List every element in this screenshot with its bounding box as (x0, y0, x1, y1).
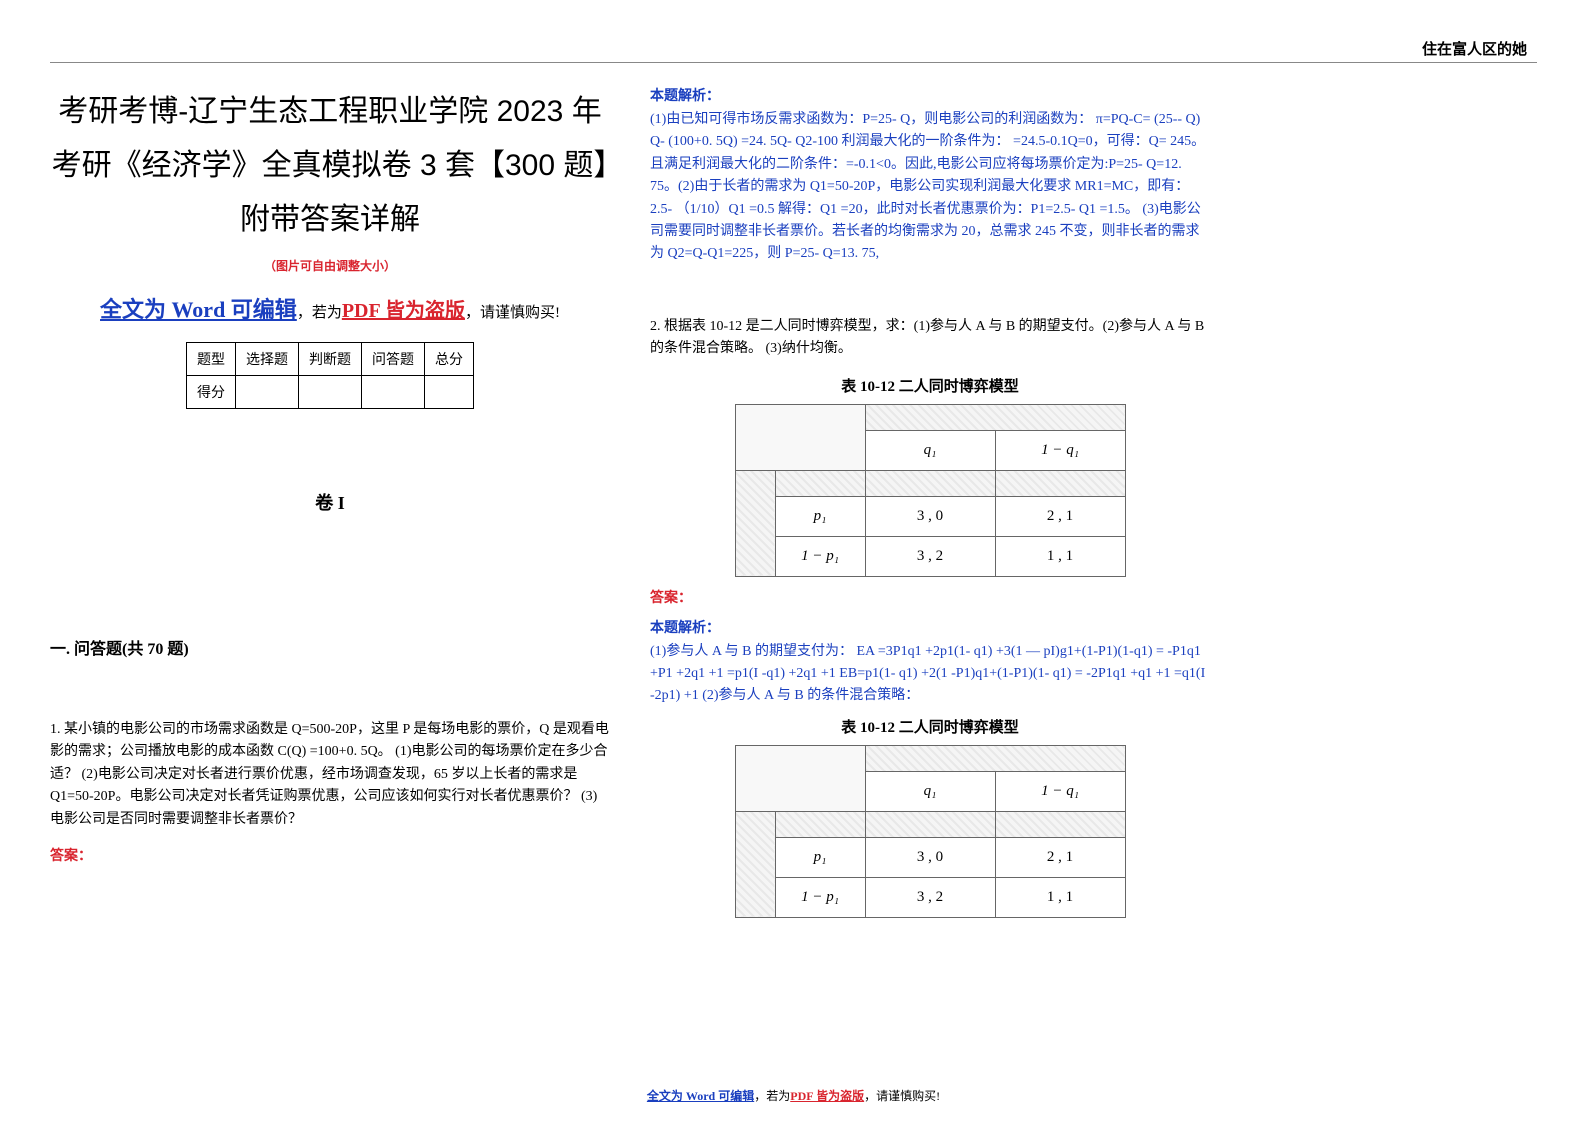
gt-c21: 3 , 2 (865, 877, 995, 917)
score-h0: 题型 (187, 343, 236, 376)
gt-left-shade (735, 811, 775, 917)
table-row (735, 404, 1125, 430)
gt-c22: 1 , 1 (995, 877, 1125, 917)
gt-c12: 2 , 1 (995, 496, 1125, 536)
gt-top-shade (865, 745, 1125, 771)
footer: 全文为 Word 可编辑，若为PDF 皆为盗版，请谨慎购买! (0, 1087, 1587, 1104)
gt-c21: 3 , 2 (865, 536, 995, 576)
score-table: 题型 选择题 判断题 问答题 总分 得分 (186, 342, 474, 409)
question-1: 1. 某小镇的电影公司的市场需求函数是 Q=500-20P，这里 P 是每场电影… (50, 719, 610, 831)
image-resize-note: （图片可自由调整大小） (50, 257, 610, 274)
table-caption-2: 表 10-12 二人同时博弈模型 (650, 716, 1210, 737)
table-row (735, 470, 1125, 496)
gt-mid-shade (865, 470, 995, 496)
word-editable-label: 全文为 Word 可编辑 (100, 297, 297, 322)
gt-mid-shade (995, 811, 1125, 837)
gt-c11: 3 , 0 (865, 837, 995, 877)
gt-c11: 3 , 0 (865, 496, 995, 536)
gt-row-h1: p₁ (775, 837, 865, 877)
gt-top-shade (865, 404, 1125, 430)
table-row (735, 811, 1125, 837)
volume-label: 卷 I (50, 489, 610, 515)
gt-mid-shade (995, 470, 1125, 496)
score-cell (425, 376, 474, 409)
gt-mid-shade (865, 811, 995, 837)
table-row: p₁ 3 , 0 2 , 1 (735, 496, 1125, 536)
gt-mid-shade (775, 811, 865, 837)
analysis-text-1: (1)由已知可得市场反需求函数为：P=25- Q，则电影公司的利润函数为： π=… (650, 109, 1210, 266)
score-h2: 判断题 (299, 343, 362, 376)
game-table-1: q₁ 1 − q₁ p₁ 3 , 0 2 , 1 1 − p₁ 3 , 2 1 … (735, 404, 1126, 577)
score-r2-label: 得分 (187, 376, 236, 409)
edit-sep1: ，若为 (297, 305, 342, 321)
gt-row-h2: 1 − p₁ (775, 877, 865, 917)
pdf-pirate-label: PDF 皆为盗版 (342, 300, 465, 322)
gt-corner (735, 745, 865, 811)
question-2: 2. 根据表 10-12 是二人同时博弈模型，求：(1)参与人 A 与 B 的期… (650, 316, 1210, 361)
gt-col-h2: 1 − q₁ (995, 771, 1125, 811)
gt-c22: 1 , 1 (995, 536, 1125, 576)
score-cell (299, 376, 362, 409)
game-table-2: q₁ 1 − q₁ p₁ 3 , 0 2 , 1 1 − p₁ 3 , 2 1 … (735, 745, 1126, 918)
table-row: 1 − p₁ 3 , 2 1 , 1 (735, 536, 1125, 576)
answer-label-2: 答案： (650, 587, 1210, 607)
analysis-label-2: 本题解析： (650, 617, 1210, 637)
gt-row-h2: 1 − p₁ (775, 536, 865, 576)
left-column: 考研考博-辽宁生态工程职业学院 2023 年考研《经济学》全真模拟卷 3 套【3… (50, 30, 610, 928)
edit-tail: ，请谨慎购买! (465, 305, 560, 321)
analysis-text-2: (1)参与人 A 与 B 的期望支付为： EA =3P1q1 +2p1(1- q… (650, 641, 1210, 708)
score-h3: 问答题 (362, 343, 425, 376)
table-row: 1 − p₁ 3 , 2 1 , 1 (735, 877, 1125, 917)
gt-mid-shade (775, 470, 865, 496)
doc-title: 考研考博-辽宁生态工程职业学院 2023 年考研《经济学》全真模拟卷 3 套【3… (50, 85, 610, 247)
edit-warning-line: 全文为 Word 可编辑，若为PDF 皆为盗版，请谨慎购买! (50, 292, 610, 324)
score-h4: 总分 (425, 343, 474, 376)
gt-left-shade (735, 470, 775, 576)
gt-c12: 2 , 1 (995, 837, 1125, 877)
right-column: 本题解析： (1)由已知可得市场反需求函数为：P=25- Q，则电影公司的利润函… (650, 30, 1210, 928)
spacer (650, 286, 1210, 316)
table-row (735, 745, 1125, 771)
gt-corner (735, 404, 865, 470)
footer-word-label: 全文为 Word 可编辑 (647, 1089, 754, 1103)
page-container: 考研考博-辽宁生态工程职业学院 2023 年考研《经济学》全真模拟卷 3 套【3… (0, 0, 1587, 948)
analysis-label-1: 本题解析： (650, 85, 1210, 105)
answer-label-1: 答案： (50, 845, 610, 865)
header-corner: 住在富人区的她 (1422, 38, 1527, 59)
gt-col-h1: q₁ (865, 430, 995, 470)
score-cell (236, 376, 299, 409)
header-divider (50, 62, 1537, 63)
footer-pdf-label: PDF 皆为盗版 (790, 1089, 864, 1103)
table-row: 得分 (187, 376, 474, 409)
score-h1: 选择题 (236, 343, 299, 376)
footer-tail: ，请谨慎购买! (864, 1089, 940, 1103)
footer-sep: ，若为 (754, 1089, 790, 1103)
table-row: p₁ 3 , 0 2 , 1 (735, 837, 1125, 877)
table-caption-1: 表 10-12 二人同时博弈模型 (650, 375, 1210, 396)
score-cell (362, 376, 425, 409)
gt-row-h1: p₁ (775, 496, 865, 536)
table-row: 题型 选择题 判断题 问答题 总分 (187, 343, 474, 376)
gt-col-h2: 1 − q₁ (995, 430, 1125, 470)
gt-col-h1: q₁ (865, 771, 995, 811)
section-title: 一. 问答题(共 70 题) (50, 635, 610, 659)
